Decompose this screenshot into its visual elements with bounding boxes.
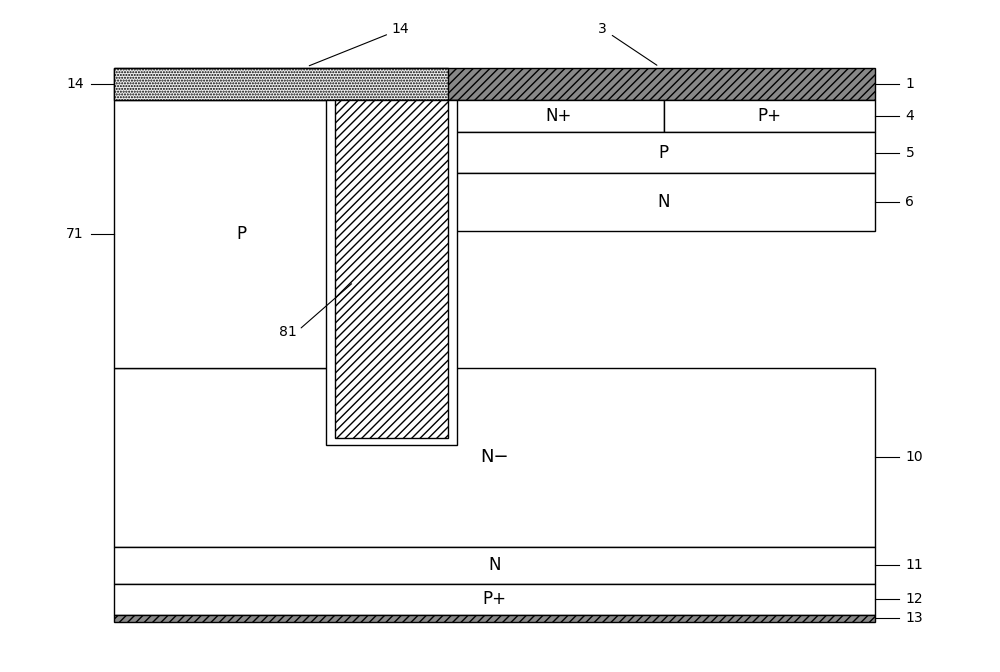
Bar (114, 584, 875, 614)
Bar (114, 547, 875, 584)
Text: N: N (488, 556, 501, 575)
Text: P: P (236, 225, 246, 243)
Bar (114, 68, 448, 100)
Text: 6: 6 (905, 195, 914, 209)
Bar (452, 100, 664, 132)
Text: 4: 4 (905, 109, 914, 123)
Text: 14: 14 (309, 22, 410, 66)
Bar (114, 100, 452, 368)
Text: P+: P+ (483, 590, 507, 608)
Text: 12: 12 (905, 592, 923, 606)
Text: N−: N− (480, 448, 509, 466)
Bar (452, 132, 875, 173)
Text: N: N (658, 193, 670, 211)
Text: 14: 14 (66, 77, 84, 91)
Text: P+: P+ (758, 107, 782, 125)
Text: 3: 3 (598, 22, 657, 65)
Text: 1: 1 (905, 77, 914, 91)
Bar (326, 100, 457, 445)
Text: 71: 71 (66, 227, 84, 241)
Bar (664, 100, 875, 132)
Bar (335, 100, 448, 438)
Bar (452, 173, 875, 231)
Bar (114, 68, 875, 100)
Bar (114, 614, 875, 622)
Text: P: P (659, 144, 669, 162)
Bar (114, 368, 875, 547)
Text: 10: 10 (905, 450, 923, 464)
Text: 5: 5 (905, 146, 914, 160)
Text: 11: 11 (905, 558, 923, 573)
Text: 13: 13 (905, 611, 923, 625)
Text: 81: 81 (278, 284, 352, 339)
Text: N+: N+ (545, 107, 571, 125)
